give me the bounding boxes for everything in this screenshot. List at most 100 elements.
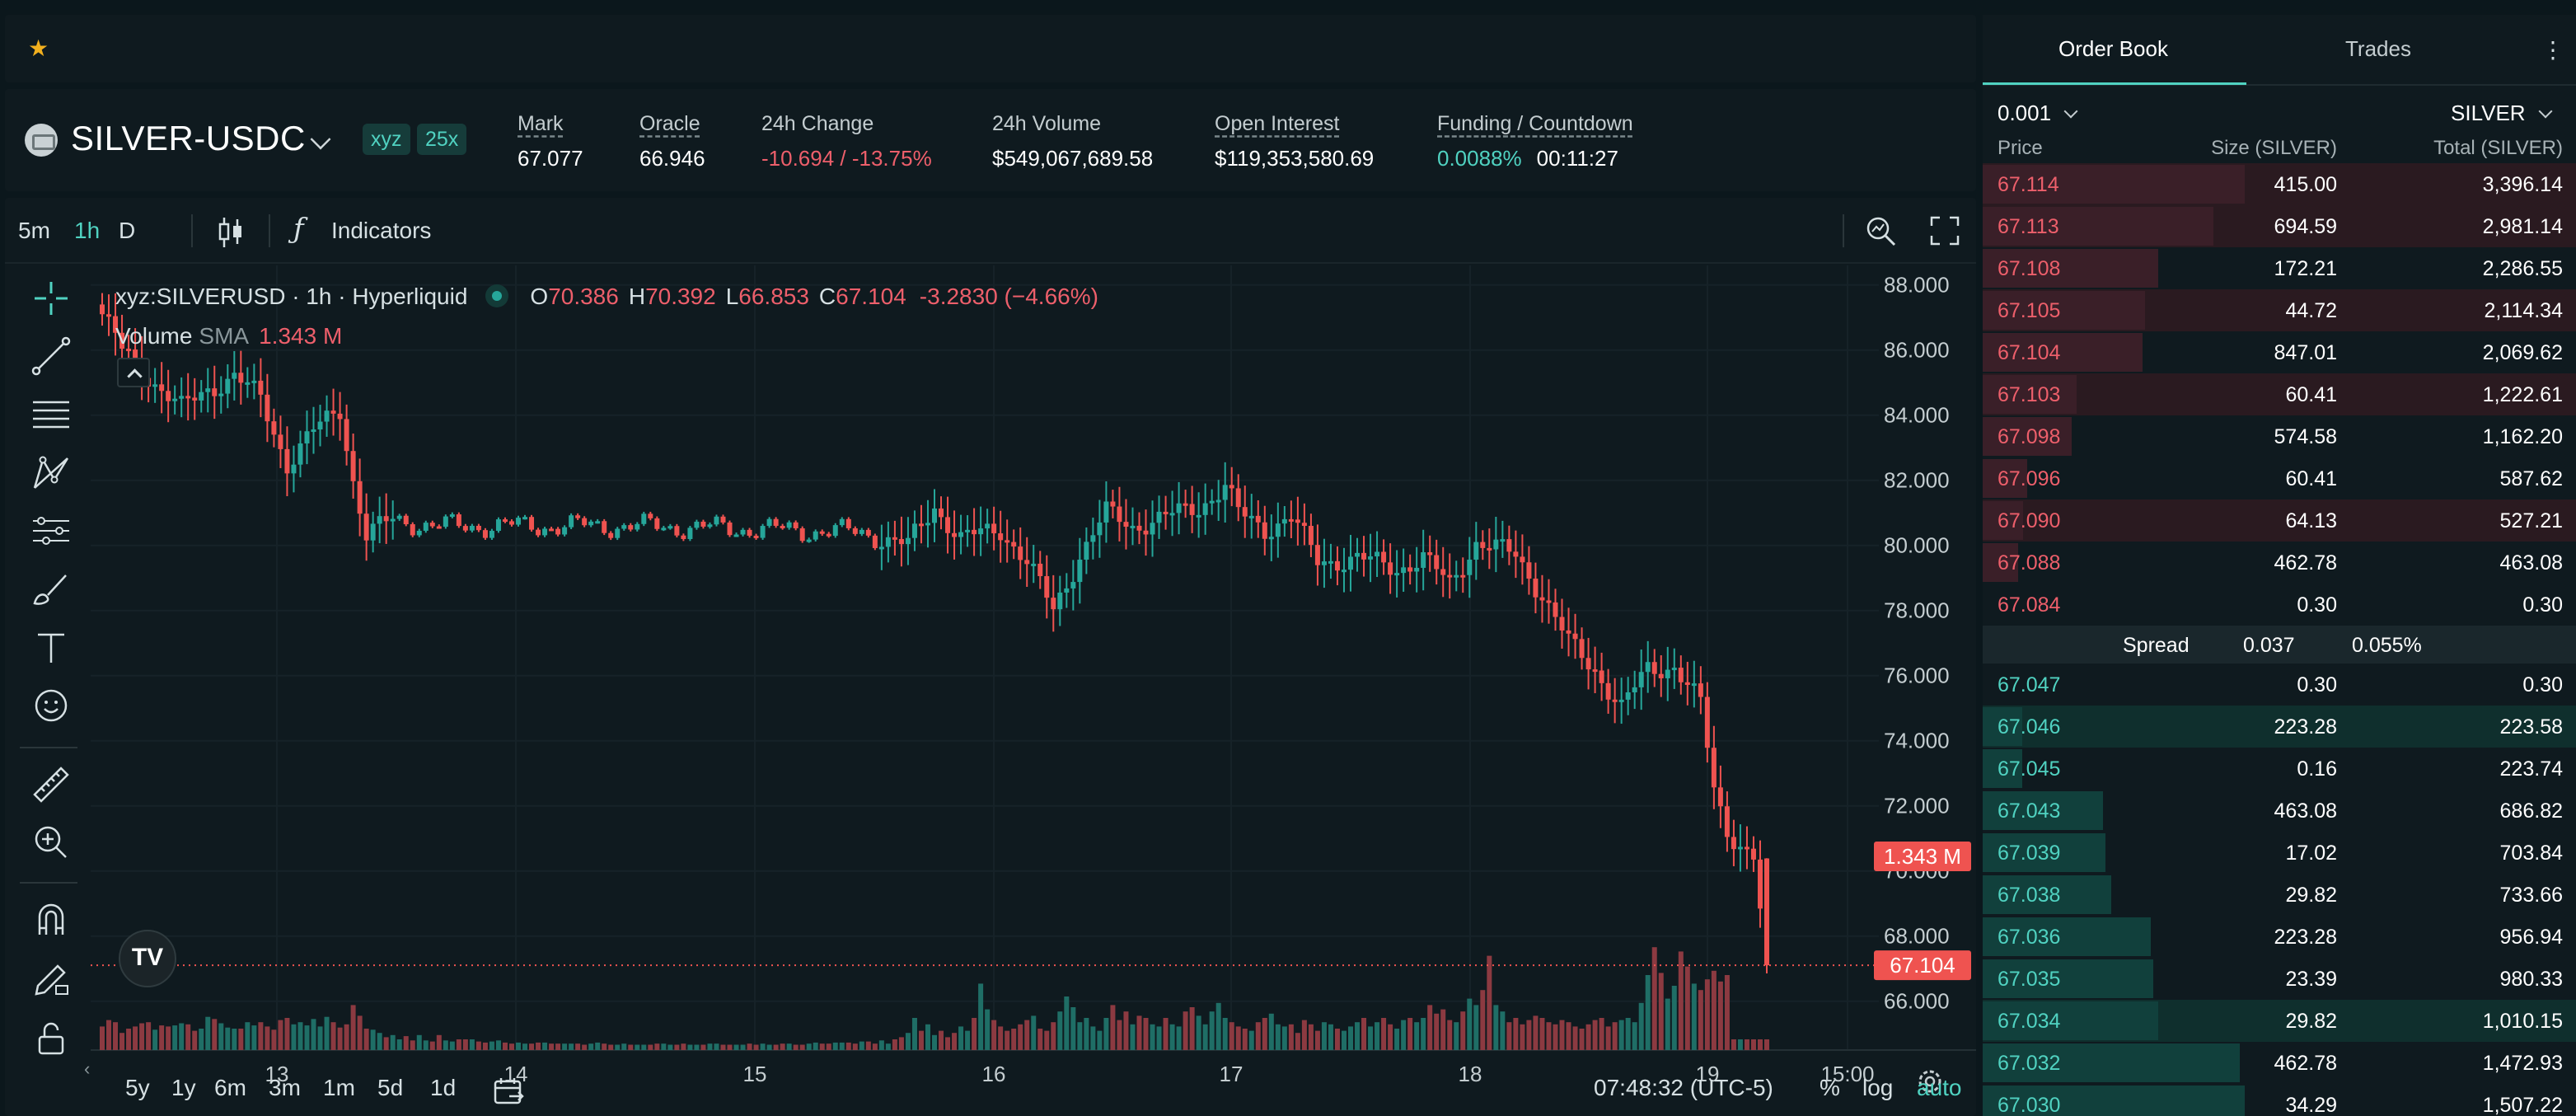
ask-row[interactable]: 67.098 574.58 1,162.20 [1983, 415, 2576, 457]
legend-low-label: L [725, 284, 739, 309]
search-zoom-icon[interactable] [1864, 214, 1897, 247]
trendline-icon[interactable] [30, 335, 73, 377]
candlestick-chart[interactable]: 88.000 86.000 84.000 82.000 80.000 78.000 76.0… [91, 265, 1976, 1116]
range-3m[interactable]: 3m [269, 1075, 301, 1100]
auto-toggle[interactable]: auto [1917, 1075, 1962, 1100]
fullscreen-icon[interactable] [1930, 216, 1960, 246]
unit-select[interactable]: SILVER [2451, 101, 2553, 126]
ask-row[interactable]: 67.084 0.30 0.30 [1983, 584, 2576, 626]
settings-gear-icon[interactable] [1918, 1070, 1941, 1093]
star-icon[interactable]: ★ [28, 35, 49, 61]
candle-up [786, 522, 792, 528]
collapse-legend-button[interactable] [117, 358, 150, 387]
range-1y[interactable]: 1y [171, 1075, 196, 1100]
volume-bar [133, 1026, 138, 1050]
volume-bar [780, 1043, 785, 1050]
candle-up [1275, 523, 1281, 537]
indicators-button[interactable]: Indicators [331, 218, 432, 243]
bid-row[interactable]: 67.035 23.39 980.33 [1983, 958, 2576, 1000]
range-1m[interactable]: 1m [323, 1075, 355, 1100]
ask-row[interactable]: 67.103 60.41 1,222.61 [1983, 373, 2576, 415]
bid-row[interactable]: 67.034 29.82 1,010.15 [1983, 1000, 2576, 1042]
volume-bar [635, 1044, 640, 1050]
chevron-down-icon[interactable] [310, 129, 331, 150]
tick-size-select[interactable]: 0.001 [1998, 101, 2078, 126]
interval-d[interactable]: D [119, 218, 136, 243]
bid-row[interactable]: 67.038 29.82 733.66 [1983, 874, 2576, 916]
candle-up [1070, 582, 1076, 588]
candle-down [1651, 662, 1657, 674]
pattern-icon[interactable] [30, 452, 73, 495]
candle-down [549, 528, 555, 532]
bid-row[interactable]: 67.030 34.29 1,507.22 [1983, 1084, 2576, 1116]
candle-type-icon[interactable] [216, 216, 246, 249]
ask-price: 67.084 [1998, 593, 2061, 617]
bid-row[interactable]: 67.047 0.30 0.30 [1983, 664, 2576, 706]
forecast-icon[interactable] [30, 509, 73, 552]
crosshair-icon[interactable] [30, 277, 73, 320]
bid-row[interactable]: 67.032 462.78 1,472.93 [1983, 1042, 2576, 1084]
brush-icon[interactable] [30, 567, 73, 610]
bid-row[interactable]: 67.043 463.08 686.82 [1983, 790, 2576, 832]
calendar-goto-icon[interactable] [493, 1076, 526, 1106]
fib-lines-icon[interactable] [30, 392, 73, 435]
tab-order-book[interactable]: Order Book [2058, 36, 2168, 61]
range-1d[interactable]: 1d [430, 1075, 457, 1100]
pair-selector[interactable]: SILVER-USDC [71, 119, 306, 157]
depth-bar [1983, 1043, 2240, 1082]
volume-bar [813, 1042, 818, 1050]
percent-toggle[interactable]: % [1820, 1075, 1840, 1100]
ask-row[interactable]: 67.104 847.01 2,069.62 [1983, 331, 2576, 373]
ask-row[interactable]: 67.108 172.21 2,286.55 [1983, 247, 2576, 289]
clock-time[interactable]: 07:48:32 (UTC-5) [1594, 1075, 1773, 1100]
candle-down [1704, 696, 1710, 748]
ask-row[interactable]: 67.114 415.00 3,396.14 [1983, 163, 2576, 205]
ask-row[interactable]: 67.096 60.41 587.62 [1983, 457, 2576, 499]
range-6m[interactable]: 6m [214, 1075, 246, 1100]
ask-row[interactable]: 67.090 64.13 527.21 [1983, 499, 2576, 542]
more-options-icon[interactable]: ⋮ [2541, 37, 2564, 63]
ask-row[interactable]: 67.088 462.78 463.08 [1983, 542, 2576, 584]
stat-open-interest: Open Interest $119,353,580.69 [1215, 112, 1374, 171]
volume-bar [898, 1037, 904, 1050]
interval-1h[interactable]: 1h [74, 218, 101, 243]
bid-row[interactable]: 67.039 17.02 703.84 [1983, 832, 2576, 874]
volume-bar [403, 1036, 409, 1050]
volume-value: 1.343 M [259, 323, 343, 349]
candle-down [278, 434, 283, 449]
ask-row[interactable]: 67.105 44.72 2,114.34 [1983, 289, 2576, 331]
log-toggle[interactable]: log [1862, 1075, 1894, 1100]
volume-bar [449, 1041, 455, 1050]
emoji-icon[interactable] [30, 684, 73, 727]
volume-bar [608, 1044, 614, 1050]
chart-plot[interactable]: 88.000 86.000 84.000 82.000 80.000 78.000 76.0… [91, 265, 1976, 1116]
volume-bar [317, 1026, 323, 1050]
lock-icon[interactable] [30, 1017, 73, 1060]
candle-down [793, 522, 799, 528]
candle-up [832, 525, 838, 537]
indicators-fx-icon[interactable]: ƒ [293, 213, 304, 246]
range-5d[interactable]: 5d [377, 1075, 404, 1100]
header-total: Total (SILVER) [2433, 137, 2563, 159]
ruler-icon[interactable] [30, 763, 73, 806]
bid-row[interactable]: 67.046 223.28 223.58 [1983, 706, 2576, 748]
text-icon[interactable] [30, 626, 73, 669]
candle-down [1143, 530, 1149, 535]
magnet-icon[interactable] [30, 898, 73, 941]
ask-size: 0.30 [2297, 593, 2337, 617]
ask-price: 67.096 [1998, 467, 2061, 490]
volume-bar [872, 1043, 878, 1050]
interval-5m[interactable]: 5m [18, 218, 50, 243]
tab-trades[interactable]: Trades [2345, 36, 2411, 61]
candle-down [872, 535, 878, 548]
pencil-lock-icon[interactable] [30, 958, 73, 1001]
collapse-toolbar-icon[interactable]: ‹ [84, 1058, 91, 1079]
range-5y[interactable]: 5y [125, 1075, 150, 1100]
bid-row[interactable]: 67.036 223.28 956.94 [1983, 916, 2576, 958]
candle-up [714, 516, 719, 525]
zoom-in-icon[interactable] [30, 821, 73, 864]
bid-row[interactable]: 67.045 0.16 223.74 [1983, 748, 2576, 790]
candle-down [727, 522, 733, 536]
ask-row[interactable]: 67.113 694.59 2,981.14 [1983, 205, 2576, 247]
tradingview-logo[interactable]: TV [119, 930, 176, 987]
